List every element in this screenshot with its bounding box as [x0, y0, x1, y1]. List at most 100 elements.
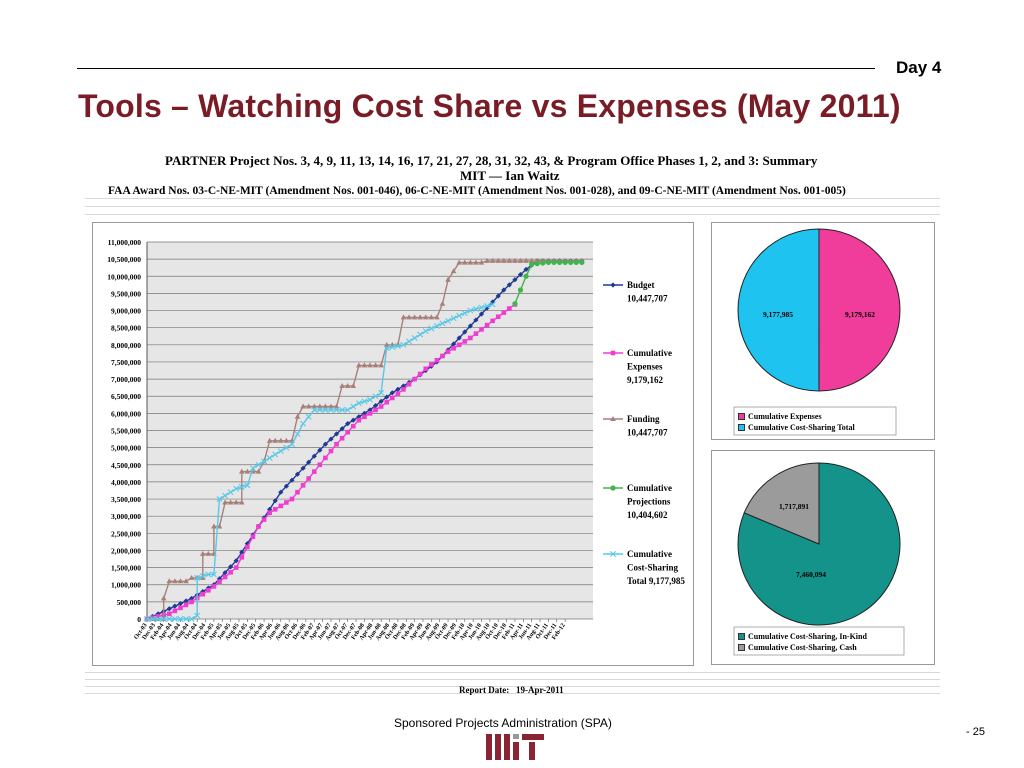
data-point	[473, 331, 479, 336]
data-point	[445, 349, 451, 354]
pie-chart-costshare-breakdown: 7,460,094 1,717,891 Cumulative Cost-Shari…	[711, 450, 935, 665]
data-point	[389, 390, 395, 396]
data-point	[311, 469, 317, 474]
data-point	[456, 259, 462, 265]
pie-legend-label: Cumulative Expenses	[748, 412, 822, 421]
y-tick-label: 0	[137, 615, 141, 624]
data-point	[188, 616, 195, 622]
data-point	[333, 403, 340, 409]
data-point	[188, 574, 195, 580]
data-point	[277, 448, 284, 455]
data-point	[610, 485, 616, 491]
data-point	[311, 406, 318, 413]
data-point	[350, 417, 356, 423]
legend-label: Cumulative	[627, 483, 672, 493]
data-point	[610, 416, 616, 421]
data-point	[317, 403, 323, 409]
data-point	[272, 451, 279, 458]
report-header-line1: PARTNER Project Nos. 3, 4, 9, 11, 13, 14…	[165, 153, 818, 168]
data-point	[568, 259, 574, 266]
data-point	[345, 421, 351, 427]
data-point	[378, 398, 384, 404]
data-point	[238, 484, 245, 491]
data-point	[383, 341, 390, 347]
data-point	[411, 314, 418, 320]
data-point	[610, 350, 616, 356]
data-point	[428, 314, 435, 320]
data-point	[211, 523, 217, 529]
legend-label: 10,447,707	[627, 294, 668, 304]
data-point	[429, 362, 434, 367]
data-point	[278, 503, 284, 509]
data-point	[266, 454, 273, 461]
data-point	[417, 314, 423, 320]
data-point	[155, 611, 161, 617]
pie-slice	[737, 228, 820, 392]
data-point	[233, 485, 240, 492]
day-label: Day 4	[896, 58, 942, 77]
data-point	[422, 314, 429, 320]
data-point	[479, 327, 484, 332]
report-date-label: Report Date:	[459, 685, 510, 695]
y-tick-label: 4,000,000	[111, 478, 141, 487]
data-point	[244, 541, 250, 547]
data-point	[423, 366, 429, 372]
data-point	[177, 616, 184, 622]
data-point	[305, 403, 312, 409]
series-x	[144, 301, 496, 622]
data-point	[401, 387, 406, 392]
y-tick-label: 11,000,000	[108, 238, 142, 247]
ruled-line	[85, 214, 940, 215]
data-point	[462, 339, 468, 344]
y-tick-label: 500,000	[117, 598, 142, 607]
y-tick-label: 7,000,000	[111, 375, 141, 384]
data-point	[394, 342, 401, 349]
legend-label: Funding	[627, 414, 660, 424]
data-point	[345, 429, 350, 435]
legend-label: Budget	[627, 280, 655, 290]
data-point	[166, 578, 173, 584]
data-point	[372, 393, 379, 400]
data-point	[222, 492, 229, 499]
data-point	[233, 565, 239, 570]
data-point	[400, 314, 407, 320]
data-point	[356, 417, 362, 423]
data-point	[540, 260, 546, 266]
data-point	[378, 389, 385, 396]
data-point	[239, 549, 245, 555]
legend-label: Cumulative	[627, 549, 672, 559]
data-point	[205, 571, 212, 578]
data-point	[523, 266, 529, 273]
data-point	[478, 259, 485, 265]
data-point	[244, 482, 251, 489]
pie-legend-label: Cumulative Cost-Sharing, Cash	[748, 643, 857, 652]
ruled-line	[85, 686, 940, 687]
data-point	[372, 362, 379, 368]
data-point	[222, 499, 228, 505]
data-point	[189, 599, 194, 605]
data-point	[183, 578, 189, 584]
pie1-svg: 9,179,162 9,177,985	[733, 228, 901, 436]
data-point	[467, 323, 473, 329]
data-point	[440, 353, 445, 359]
line-chart: 0 500,000 1,000,000 1,500,000 2,000,000 2,500…	[92, 222, 694, 666]
data-point	[428, 325, 435, 332]
data-point	[451, 341, 457, 347]
data-point	[328, 448, 334, 454]
data-point	[478, 304, 485, 311]
data-point	[406, 338, 413, 345]
data-point	[210, 571, 217, 578]
data-point	[412, 376, 417, 382]
data-point	[255, 468, 262, 474]
ruled-line	[85, 693, 940, 694]
data-point	[189, 595, 195, 602]
data-point	[178, 605, 183, 611]
y-tick-label: 4,500,000	[111, 461, 141, 470]
data-point	[439, 320, 446, 327]
y-tick-label: 2,000,000	[111, 546, 141, 555]
ruled-line	[85, 206, 940, 207]
data-point	[228, 564, 234, 570]
pie-legend-swatch	[738, 633, 745, 640]
data-point	[450, 268, 457, 274]
data-point	[484, 302, 491, 309]
